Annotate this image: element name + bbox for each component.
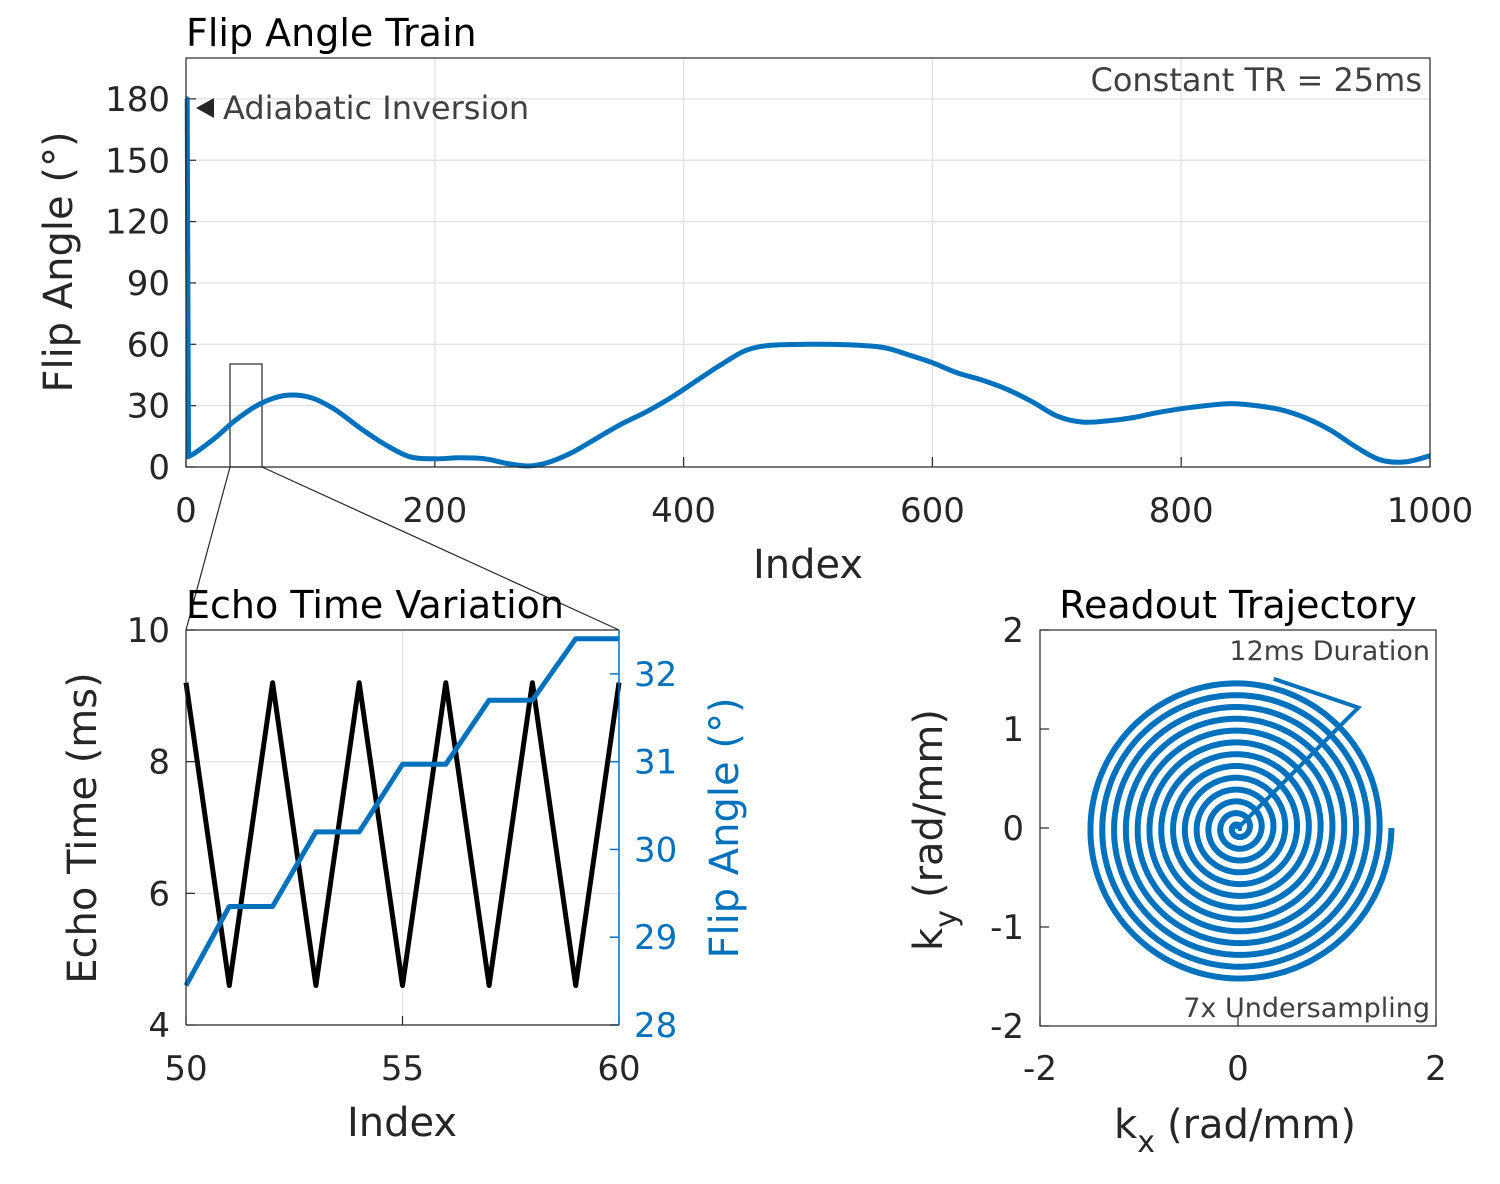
ky-axis-label-k: k: [906, 927, 952, 951]
echo-time-title: Echo Time Variation: [186, 583, 564, 627]
br-ytick-label-1: -1: [990, 908, 1024, 948]
flip-angle-title: Flip Angle Train: [186, 11, 477, 55]
bl-ytick-right-label-1: 29: [634, 918, 677, 958]
top-xtick-label-2: 400: [651, 491, 716, 531]
br-yticks: -2 -1 0 1 2: [990, 611, 1049, 1047]
br-xtick-label-2: 2: [1425, 1049, 1447, 1089]
undersampling-label: 7x Undersampling: [1183, 993, 1430, 1024]
top-xtick-label-0: 0: [175, 491, 197, 531]
bl-ytick-right-label-0: 28: [634, 1006, 677, 1046]
constant-tr-label: Constant TR = 25ms: [1090, 61, 1422, 99]
top-yticks: 0 30 60 90 120 150 180: [105, 80, 170, 488]
top-ytick-label-4: 120: [105, 203, 170, 243]
br-axes-frame: [1039, 629, 1437, 1027]
bl-xticks: 50 55 60: [164, 1049, 640, 1089]
kx-axis-label-unit: (rad/mm): [1167, 1102, 1356, 1148]
echo-time-panel: Echo Time Variation 50 55 60 4 6 8 10 28 29 30 3…: [60, 583, 748, 1146]
bl-ytick-left-label-0: 4: [148, 1006, 170, 1046]
br-ytick-label-0: -2: [990, 1007, 1024, 1047]
inversion-marker-icon: [196, 98, 214, 118]
br-ytick-label-3: 1: [1002, 710, 1024, 750]
spiral-trajectory: [1087, 680, 1395, 982]
top-ytick-label-1: 30: [127, 387, 170, 427]
duration-label: 12ms Duration: [1229, 636, 1430, 667]
top-xticks: 0 200 400 600 800 1000: [175, 491, 1473, 531]
top-y-axis-label: Flip Angle (°): [36, 131, 82, 392]
top-x-axis-label: Index: [753, 542, 863, 588]
adiabatic-inversion-label: Adiabatic Inversion: [223, 89, 529, 127]
echo-time-axis-label: Echo Time (ms): [60, 672, 106, 983]
bl-ytick-left-label-3: 10: [127, 611, 170, 651]
top-ytick-label-0: 0: [148, 448, 170, 488]
flip-angle-train-panel: Flip Angle Train 0 200 400 600 800 1000 0 30 60…: [36, 11, 1473, 631]
bl-ytick-right-label-2: 30: [634, 830, 677, 870]
top-xtick-label-3: 600: [900, 491, 965, 531]
bl-yticks-right: 28 29 30 31 32: [634, 655, 677, 1046]
bl-xtick-label-0: 50: [164, 1049, 207, 1089]
top-xtick-label-4: 800: [1149, 491, 1214, 531]
flip-angle-series-line: [184, 96, 1431, 469]
spiral-arm: [1236, 676, 1363, 830]
ky-axis-label: ky (rad/mm): [906, 709, 964, 951]
readout-trajectory-panel: Readout Trajectory -2 0 2 -2 -1 0 1 2 12ms Dur…: [906, 583, 1447, 1160]
br-xtick-label-0: -2: [1023, 1049, 1057, 1089]
bl-ytick-right-label-3: 31: [634, 743, 677, 783]
kx-axis-label: kx (rad/mm): [1114, 1102, 1356, 1160]
top-ytick-label-3: 90: [127, 264, 170, 304]
flip-angle-right-axis-label: Flip Angle (°): [702, 697, 748, 958]
kx-axis-label-sub: x: [1137, 1125, 1155, 1160]
bl-ytick-right-label-4: 32: [634, 655, 677, 695]
top-ytick-label-5: 150: [105, 141, 170, 181]
bl-grid: [185, 629, 620, 1026]
ky-axis-label-sub: y: [929, 910, 964, 928]
echo-time-series-line: [183, 680, 622, 988]
top-xtick-label-1: 200: [402, 491, 467, 531]
ky-axis-label-unit: (rad/mm): [906, 709, 952, 898]
readout-trajectory-title: Readout Trajectory: [1059, 583, 1416, 627]
flip-angle-zoom-series-line: [183, 636, 619, 987]
bl-ytick-left-label-1: 6: [148, 874, 170, 914]
zoom-connector-left: [185, 466, 231, 631]
bl-x-axis-label: Index: [347, 1100, 457, 1146]
br-ytick-label-2: 0: [1002, 809, 1024, 849]
bl-xtick-label-1: 55: [381, 1049, 424, 1089]
bl-yticks-left: 4 6 8 10: [127, 611, 170, 1046]
zoom-connector-right: [261, 466, 620, 631]
kx-axis-label-k: k: [1114, 1102, 1138, 1148]
top-ytick-label-2: 60: [127, 325, 170, 365]
top-axes-frame: [185, 57, 1431, 468]
br-ytick-label-4: 2: [1002, 611, 1024, 651]
br-xtick-label-1: 0: [1227, 1049, 1249, 1089]
br-xticks: -2 0 2: [1023, 1017, 1447, 1089]
bl-xtick-label-2: 60: [597, 1049, 640, 1089]
bl-ytick-left-label-2: 8: [148, 743, 170, 783]
top-xtick-label-5: 1000: [1387, 491, 1474, 531]
top-ytick-label-6: 180: [105, 80, 170, 120]
